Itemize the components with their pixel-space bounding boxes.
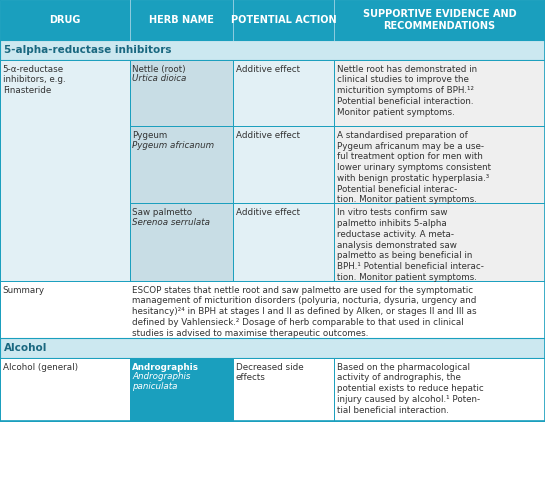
Text: Summary: Summary (3, 286, 45, 294)
Text: paniculata: paniculata (132, 382, 178, 391)
Bar (334, 0, 545, 40)
Bar (0, 0, 545, 421)
Text: DRUG: DRUG (49, 15, 81, 25)
Text: Alcohol (general): Alcohol (general) (3, 363, 78, 371)
Text: Pygeum africanum: Pygeum africanum (132, 141, 215, 149)
Bar (334, 358, 545, 421)
Text: Additive effect: Additive effect (236, 208, 300, 217)
Text: A standardised preparation of
Pygeum africanum may be a use-
ful treatment optio: A standardised preparation of Pygeum afr… (337, 131, 491, 204)
Bar (334, 203, 545, 281)
Bar (0, 358, 130, 421)
Bar (334, 60, 545, 126)
Bar (130, 60, 233, 126)
Text: Andrographis: Andrographis (132, 363, 199, 371)
Text: Andrographis: Andrographis (132, 372, 191, 381)
Text: Alcohol: Alcohol (4, 343, 47, 353)
Bar (0, 0, 130, 40)
Bar (334, 126, 545, 203)
Text: Additive effect: Additive effect (236, 131, 300, 140)
Text: Nettle root has demonstrated in
clinical studies to improve the
micturition symp: Nettle root has demonstrated in clinical… (337, 65, 477, 117)
Text: In vitro tests confirm saw
palmetto inhibits 5-alpha
reductase activity. A meta-: In vitro tests confirm saw palmetto inhi… (337, 208, 483, 282)
Bar (233, 126, 334, 203)
Bar (130, 358, 233, 421)
Text: Urtica dioica: Urtica dioica (132, 74, 187, 83)
Text: 5-alpha-reductase inhibitors: 5-alpha-reductase inhibitors (4, 45, 171, 55)
Bar (130, 0, 233, 40)
Text: HERB NAME: HERB NAME (149, 15, 214, 25)
Text: Based on the pharmacological
activity of andrographis, the
potential exists to r: Based on the pharmacological activity of… (337, 363, 483, 415)
Bar (130, 126, 233, 203)
Bar (0, 60, 130, 281)
Text: ESCOP states that nettle root and saw palmetto are used for the symptomatic
mana: ESCOP states that nettle root and saw pa… (132, 286, 477, 338)
Bar (233, 0, 334, 40)
Text: Pygeum: Pygeum (132, 131, 168, 140)
Bar (0, 281, 545, 338)
Text: SUPPORTIVE EVIDENCE AND
RECOMMENDATIONS: SUPPORTIVE EVIDENCE AND RECOMMENDATIONS (363, 9, 516, 31)
Text: POTENTIAL ACTION: POTENTIAL ACTION (231, 15, 336, 25)
Text: Serenoa serrulata: Serenoa serrulata (132, 218, 210, 227)
Text: Additive effect: Additive effect (236, 65, 300, 74)
Text: Saw palmetto: Saw palmetto (132, 208, 192, 217)
Bar (0, 40, 545, 60)
Bar (130, 203, 233, 281)
Text: Nettle (root): Nettle (root) (132, 65, 186, 74)
Text: Decreased side
effects: Decreased side effects (236, 363, 304, 382)
Bar (233, 60, 334, 126)
Bar (0, 338, 545, 358)
Text: 5-α-reductase
inhibitors, e.g.
Finasteride: 5-α-reductase inhibitors, e.g. Finasteri… (3, 65, 65, 95)
Bar (233, 203, 334, 281)
Bar (233, 358, 334, 421)
